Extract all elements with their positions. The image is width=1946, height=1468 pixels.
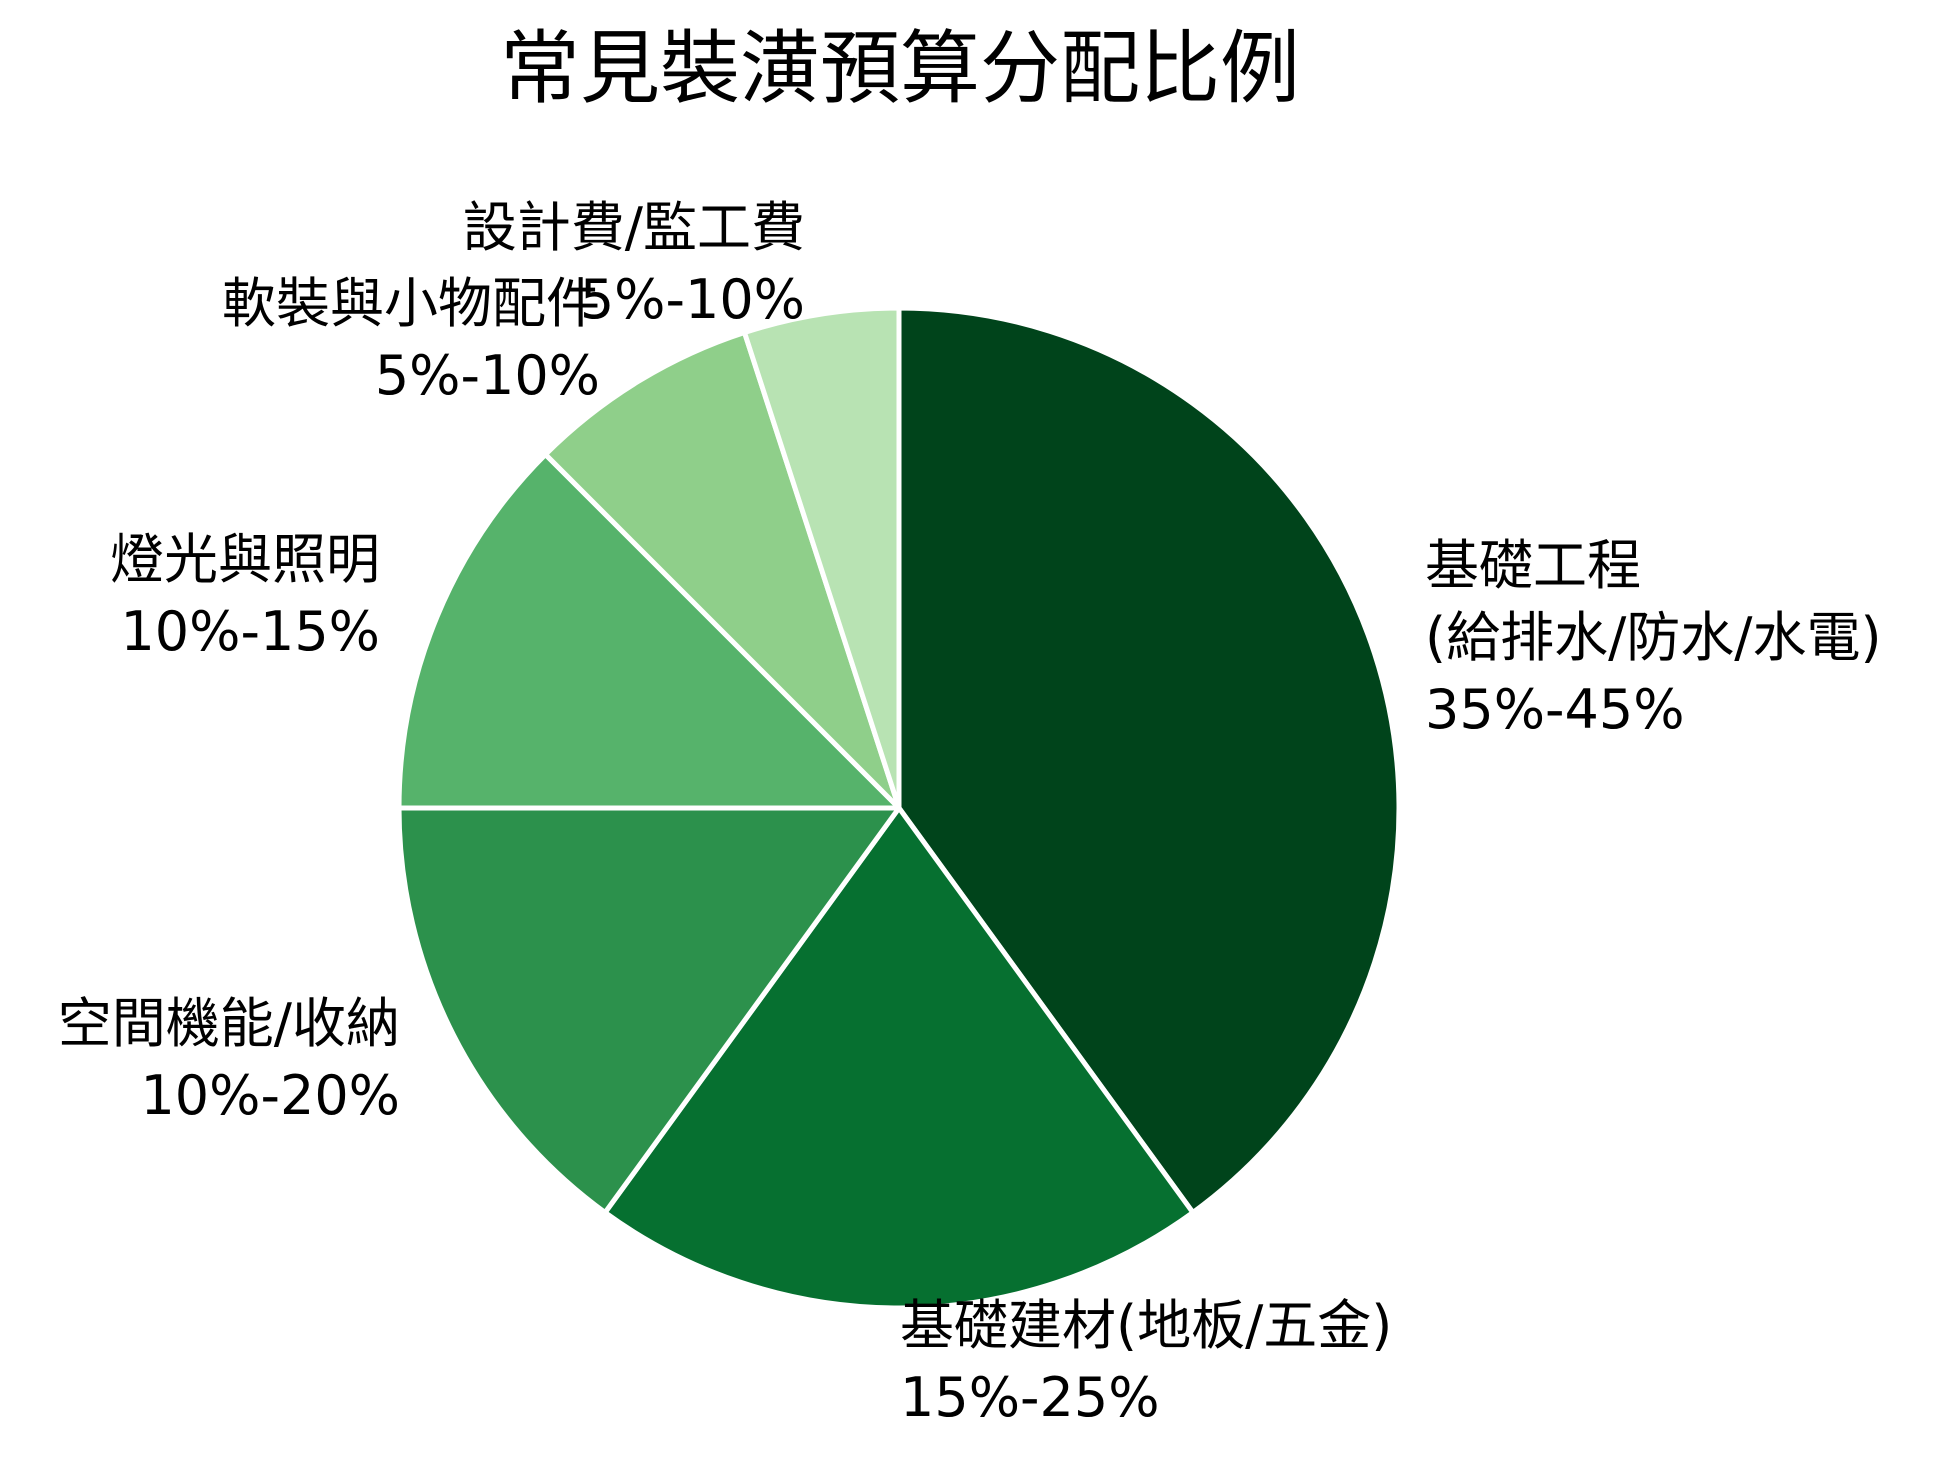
label-lighting: 燈光與照明 10%-15% bbox=[110, 524, 380, 668]
label-decor-name: 軟裝與小物配件 bbox=[222, 272, 600, 335]
label-lighting-range: 10%-15% bbox=[120, 600, 380, 663]
chart-title: 常見裝潢預算分配比例 bbox=[500, 22, 1300, 115]
label-foundation-range: 35%-45% bbox=[1425, 678, 1685, 741]
label-foundation: 基礎工程 (給排水/防水/水電) 35%-45% bbox=[1425, 530, 1882, 746]
label-lighting-name: 燈光與照明 bbox=[110, 528, 380, 591]
pie-slice bbox=[542, 329, 902, 811]
label-foundation-detail: (給排水/防水/水電) bbox=[1425, 606, 1882, 669]
label-storage-range: 10%-20% bbox=[140, 1064, 400, 1127]
label-foundation-name: 基礎工程 bbox=[1425, 534, 1641, 597]
label-decor-range: 5%-10% bbox=[374, 344, 600, 407]
label-materials-range: 15%-25% bbox=[900, 1366, 1160, 1429]
label-design-name: 設計費/監工費 bbox=[462, 196, 805, 259]
pie-slice bbox=[741, 305, 902, 811]
label-materials: 基礎建材(地板/五金) 15%-25% bbox=[900, 1290, 1392, 1434]
label-design: 設計費/監工費 5%-10% bbox=[463, 192, 805, 336]
pie-slice bbox=[896, 305, 1402, 1216]
label-storage: 空間機能/收納 10%-20% bbox=[58, 988, 400, 1132]
label-decor: 軟裝與小物配件 5%-10% bbox=[222, 268, 600, 412]
label-storage-name: 空間機能/收納 bbox=[57, 992, 400, 1055]
label-design-range: 5%-10% bbox=[579, 268, 805, 331]
pie-slice bbox=[396, 805, 902, 1216]
pie-slice bbox=[602, 805, 1196, 1311]
pie-slices bbox=[396, 305, 1402, 1311]
pie-slice bbox=[396, 451, 902, 811]
label-materials-name: 基礎建材(地板/五金) bbox=[900, 1294, 1393, 1357]
